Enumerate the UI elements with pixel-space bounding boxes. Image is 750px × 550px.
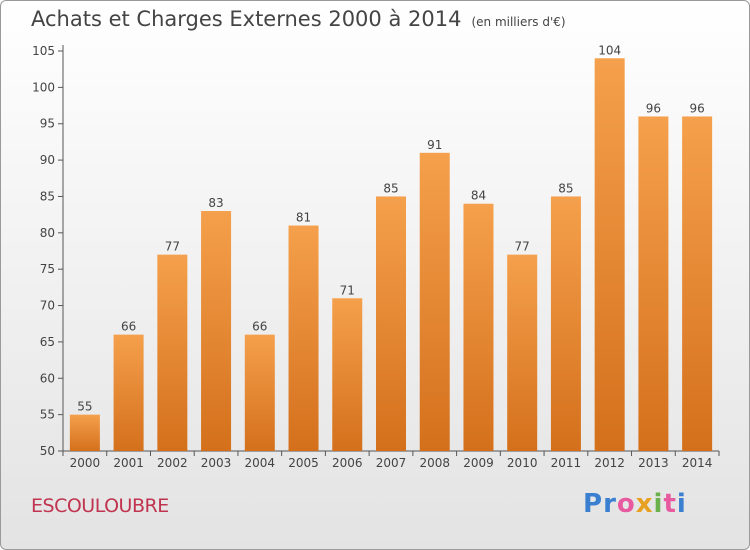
chart-unit: (en milliers d'€)	[471, 15, 566, 29]
y-tick-label: 55	[40, 408, 55, 422]
x-tick-label: 2002	[157, 456, 188, 470]
data-label-2008: 91	[427, 138, 442, 152]
logo-letter: o	[616, 489, 636, 519]
y-tick-label: 105	[32, 44, 55, 58]
bar-2014	[682, 116, 713, 452]
bar-2005	[288, 225, 319, 451]
data-label-2004: 66	[252, 320, 267, 334]
logo-letter: t	[663, 489, 677, 519]
bar-2010	[507, 254, 538, 451]
chart-title: Achats et Charges Externes 2000 à 2014 (e…	[31, 7, 566, 31]
x-tick-label: 2008	[419, 456, 450, 470]
x-tick-label: 2000	[70, 456, 101, 470]
data-label-2002: 77	[165, 240, 180, 254]
chart-bars	[69, 58, 713, 452]
commune-name: ESCOULOUBRE	[31, 495, 169, 517]
proxiti-logo: Proxiti	[583, 489, 687, 519]
logo-letter: i	[676, 489, 687, 519]
logo-letter: r	[603, 489, 617, 519]
bar-2009	[463, 203, 494, 451]
data-label-2012: 104	[598, 43, 621, 57]
bar-2008	[419, 152, 450, 451]
chart-axes: 50 55 60 65 70 75 80 85 90 95 100 105 2000 2001 2002 20…	[32, 44, 720, 470]
bar-2011	[550, 196, 581, 451]
y-tick-label: 50	[40, 444, 55, 458]
bar-2012	[594, 58, 625, 451]
x-tick-label: 2004	[245, 456, 276, 470]
bar-2007	[376, 196, 406, 451]
x-tick-label: 2005	[288, 456, 319, 470]
chart-title-text: Achats et Charges Externes 2000 à 2014	[31, 7, 462, 31]
y-tick-label: 85	[40, 189, 55, 203]
data-label-2014: 96	[689, 101, 704, 115]
x-tick-label: 2007	[376, 456, 407, 470]
logo-letter: x	[635, 489, 654, 519]
data-label-2007: 85	[383, 181, 398, 195]
bar-2006	[332, 298, 363, 451]
bar-2003	[201, 211, 232, 451]
y-tick-label: 90	[40, 153, 55, 167]
x-tick-label: 2001	[113, 456, 144, 470]
data-label-2000: 55	[77, 400, 92, 414]
x-tick-label: 2003	[201, 456, 232, 470]
logo-letter: i	[653, 489, 664, 519]
bar-2004	[244, 334, 275, 451]
data-label-2011: 85	[558, 181, 573, 195]
bar-2002	[157, 254, 188, 451]
data-label-2010: 77	[515, 240, 530, 254]
x-tick-label: 2014	[682, 456, 713, 470]
y-tick-label: 100	[32, 80, 55, 94]
x-tick-label: 2006	[332, 456, 363, 470]
data-label-2003: 83	[208, 196, 223, 210]
y-tick-label: 70	[40, 299, 55, 313]
y-tick-label: 65	[40, 335, 55, 349]
logo-letter: P	[583, 489, 604, 519]
x-tick-label: 2009	[463, 456, 494, 470]
bar-2013	[638, 116, 669, 452]
y-tick-label: 95	[40, 117, 55, 131]
bar-2001	[113, 334, 144, 451]
data-label-2006: 71	[340, 283, 355, 297]
y-tick-label: 60	[40, 371, 55, 385]
bar-2000	[69, 414, 100, 451]
x-tick-label: 2012	[594, 456, 625, 470]
x-tick-label: 2010	[507, 456, 538, 470]
x-tick-label: 2013	[638, 456, 669, 470]
y-tick-label: 80	[40, 226, 55, 240]
data-label-2005: 81	[296, 211, 311, 225]
data-label-2001: 66	[121, 320, 136, 334]
data-label-2009: 84	[471, 189, 486, 203]
y-tick-label: 75	[40, 262, 55, 276]
x-tick-label: 2011	[551, 456, 582, 470]
chart-data-labels: 55 66 77 83 66 81 71 85 91 84 77 85 104 96 96	[77, 43, 705, 413]
data-label-2013: 96	[646, 101, 661, 115]
